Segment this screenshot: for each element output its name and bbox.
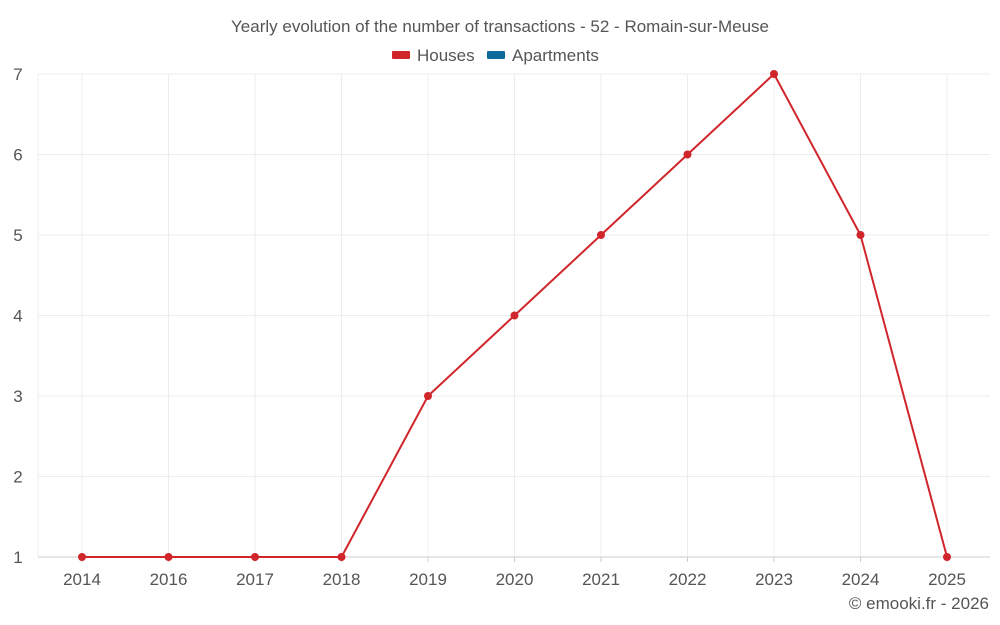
series-houses xyxy=(78,70,951,561)
x-tick-label: 2016 xyxy=(150,570,188,589)
x-tick-label: 2024 xyxy=(842,570,880,589)
data-point-houses-2019[interactable] xyxy=(424,392,432,400)
data-point-houses-2017[interactable] xyxy=(251,553,259,561)
y-tick-label: 4 xyxy=(13,307,22,326)
x-tick-label: 2019 xyxy=(409,570,447,589)
legend-houses-swatch[interactable] xyxy=(392,51,410,59)
y-tick-label: 6 xyxy=(13,146,22,165)
data-point-houses-2023[interactable] xyxy=(770,70,778,78)
x-tick-label: 2023 xyxy=(755,570,793,589)
x-axis: 2014 2016 2017 2018 2019 2020 2021 2022 2023 2024… xyxy=(63,557,966,589)
data-point-houses-2024[interactable] xyxy=(856,231,865,239)
data-point-houses-2022[interactable] xyxy=(683,150,692,159)
x-tick-label: 2014 xyxy=(63,570,101,589)
data-point-houses-2021[interactable] xyxy=(597,231,605,239)
y-tick-label: 7 xyxy=(13,65,22,84)
data-point-houses-2014[interactable] xyxy=(78,553,86,561)
x-tick-label: 2020 xyxy=(496,570,534,589)
legend-apartments-label[interactable]: Apartments xyxy=(512,46,599,65)
y-tick-label: 1 xyxy=(13,548,22,567)
x-tick-label: 2017 xyxy=(236,570,274,589)
data-point-houses-2018[interactable] xyxy=(337,553,346,561)
credit-text: © emooki.fr - 2026 xyxy=(849,594,989,613)
x-tick-label: 2021 xyxy=(582,570,620,589)
data-point-houses-2016[interactable] xyxy=(164,553,173,561)
legend-apartments-swatch[interactable] xyxy=(487,51,505,59)
y-tick-label: 5 xyxy=(13,226,22,245)
x-tick-label: 2018 xyxy=(323,570,361,589)
x-tick-label: 2025 xyxy=(928,570,966,589)
data-point-houses-2020[interactable] xyxy=(510,311,519,320)
legend-houses-label[interactable]: Houses xyxy=(417,46,475,65)
y-tick-label: 3 xyxy=(13,387,22,406)
chart-title: Yearly evolution of the number of transa… xyxy=(231,17,769,36)
data-point-houses-2025[interactable] xyxy=(943,553,951,561)
x-tick-label: 2022 xyxy=(669,570,707,589)
y-axis: 1 2 3 4 5 6 7 xyxy=(13,65,22,567)
y-tick-label: 2 xyxy=(13,468,22,487)
legend: Houses Apartments xyxy=(392,46,599,65)
